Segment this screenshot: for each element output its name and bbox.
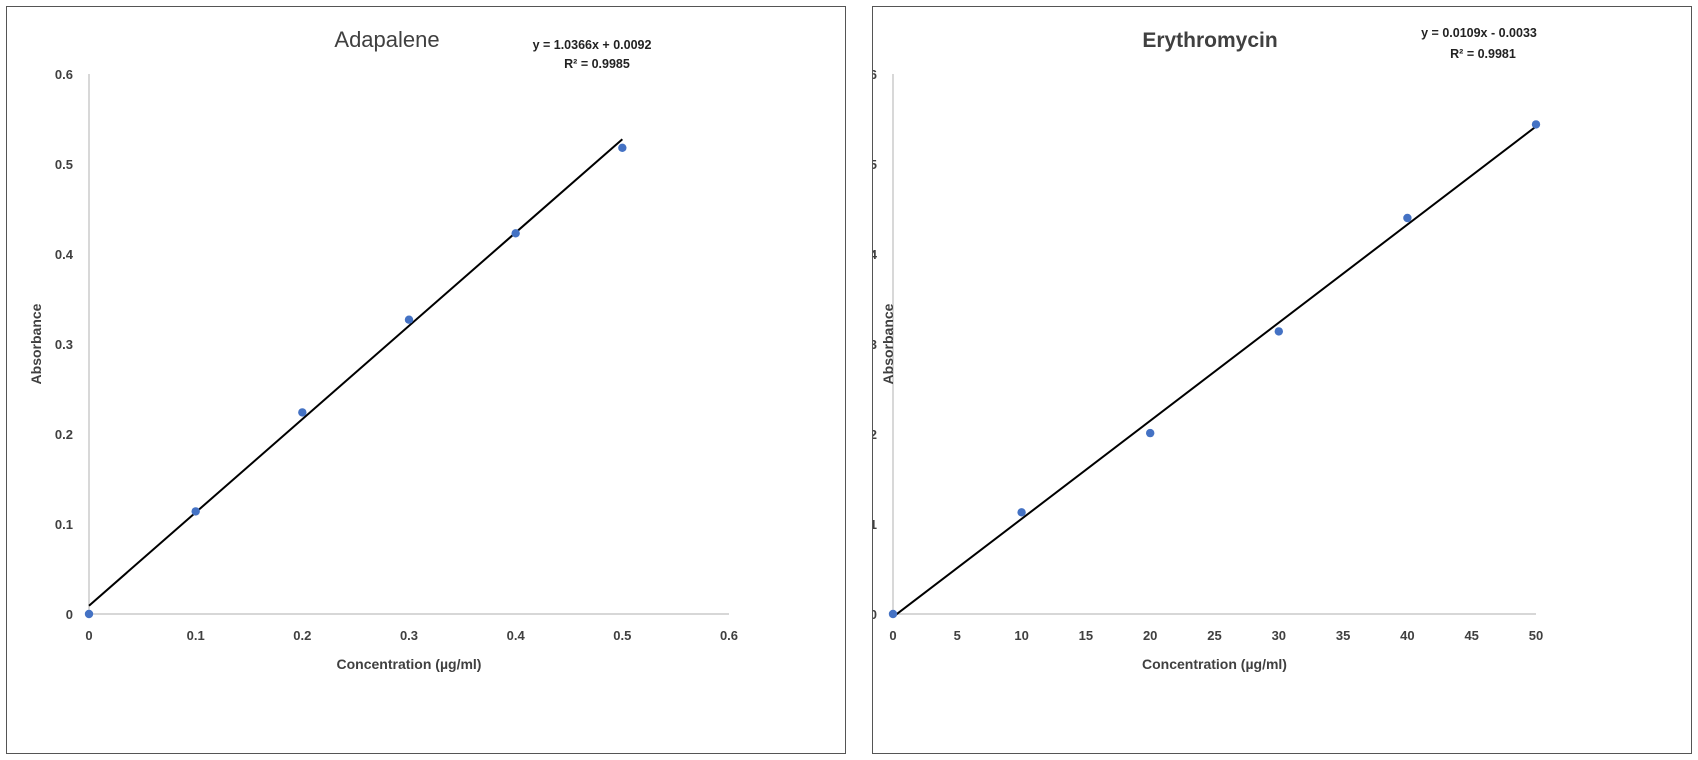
- erythromycin-data-point: [1274, 327, 1283, 336]
- erythromycin-y-tick-label: 0.6: [873, 67, 877, 82]
- erythromycin-x-tick-label: 50: [1529, 628, 1543, 643]
- adapalene-y-tick-label: 0.6: [55, 67, 73, 82]
- erythromycin-x-tick-label: 30: [1272, 628, 1286, 643]
- erythromycin-data-point: [1146, 428, 1155, 438]
- erythromycin-y-tick-label: 0.3: [873, 337, 877, 352]
- chart-erythromycin: 0 0.1 0.2 0.3 0.4 0.5 0.6 0 5 10 15 20 25 30 35 40 45 50 C…: [872, 6, 1692, 754]
- adapalene-r-squared: R² = 0.9985: [564, 57, 630, 71]
- erythromycin-data-point: [888, 609, 898, 619]
- erythromycin-y-tick-label: 0: [873, 607, 877, 622]
- adapalene-x-tick-label: 0.5: [613, 628, 631, 643]
- adapalene-y-tick-label: 0.3: [55, 337, 73, 352]
- erythromycin-x-tick-label: 35: [1336, 628, 1350, 643]
- adapalene-y-tick-label: 0.1: [55, 517, 73, 532]
- adapalene-x-tick-label: 0.1: [187, 628, 205, 643]
- erythromycin-y-tick-label: 0.4: [873, 247, 878, 262]
- adapalene-y-axis-title: Absorbance: [28, 303, 44, 384]
- chart-adapalene: 0 0.1 0.2 0.3 0.4 0.5 0.6 0 0.1 0.2 0.3 0.4 0.5 0.6 Co…: [6, 6, 846, 754]
- adapalene-x-tick-label: 0.4: [507, 628, 526, 643]
- erythromycin-y-tick-label: 0.5: [873, 157, 877, 172]
- erythromycin-y-tick-label: 0.2: [873, 427, 877, 442]
- erythromycin-data-point: [1403, 213, 1412, 223]
- erythromycin-r-squared: R² = 0.9981: [1450, 47, 1516, 61]
- erythromycin-trendline-equation: y = 0.0109x - 0.0033: [1421, 26, 1537, 40]
- adapalene-data-point: [191, 507, 200, 516]
- erythromycin-x-tick-label: 0: [889, 628, 896, 643]
- erythromycin-y-axis-title: Absorbance: [880, 303, 896, 384]
- erythromycin-x-tick-label: 5: [954, 628, 961, 643]
- adapalene-y-tick-label: 0.4: [55, 247, 74, 262]
- erythromycin-x-tick-label: 40: [1400, 628, 1414, 643]
- adapalene-data-point: [618, 143, 627, 152]
- adapalene-x-tick-label: 0.3: [400, 628, 418, 643]
- erythromycin-x-tick-label: 15: [1079, 628, 1093, 643]
- erythromycin-x-tick-label: 25: [1207, 628, 1221, 643]
- erythromycin-trendline: [892, 125, 1537, 618]
- adapalene-title: Adapalene: [334, 27, 439, 52]
- erythromycin-y-tick-label: 0.1: [873, 517, 877, 532]
- adapalene-x-tick-label: 0.6: [720, 628, 738, 643]
- adapalene-data-point: [511, 229, 520, 238]
- erythromycin-x-tick-label: 10: [1014, 628, 1028, 643]
- chart-erythromycin-svg: 0 0.1 0.2 0.3 0.4 0.5 0.6 0 5 10 15 20 25 30 35 40 45 50 C…: [873, 26, 1543, 672]
- erythromycin-data-point: [1531, 120, 1541, 129]
- adapalene-y-tick-label: 0: [66, 607, 73, 622]
- adapalene-y-tick-label: 0.2: [55, 427, 73, 442]
- erythromycin-x-tick-label: 20: [1143, 628, 1157, 643]
- erythromycin-title: Erythromycin: [1142, 29, 1277, 52]
- adapalene-data-point: [298, 408, 307, 417]
- adapalene-x-tick-label: 0.2: [293, 628, 311, 643]
- adapalene-x-tick-label: 0: [85, 628, 92, 643]
- adapalene-data-point: [84, 609, 94, 619]
- erythromycin-x-tick-label: 45: [1464, 628, 1478, 643]
- adapalene-y-tick-label: 0.5: [55, 157, 73, 172]
- erythromycin-data-point: [1017, 508, 1026, 517]
- adapalene-data-point: [404, 315, 414, 324]
- adapalene-trendline: [88, 138, 623, 607]
- erythromycin-x-axis-title: Concentration (µg/ml): [1142, 656, 1287, 672]
- adapalene-trendline-equation: y = 1.0366x + 0.0092: [533, 38, 652, 52]
- adapalene-x-axis-title: Concentration (µg/ml): [337, 656, 482, 672]
- chart-adapalene-svg: 0 0.1 0.2 0.3 0.4 0.5 0.6 0 0.1 0.2 0.3 0.4 0.5 0.6 Co…: [28, 27, 738, 672]
